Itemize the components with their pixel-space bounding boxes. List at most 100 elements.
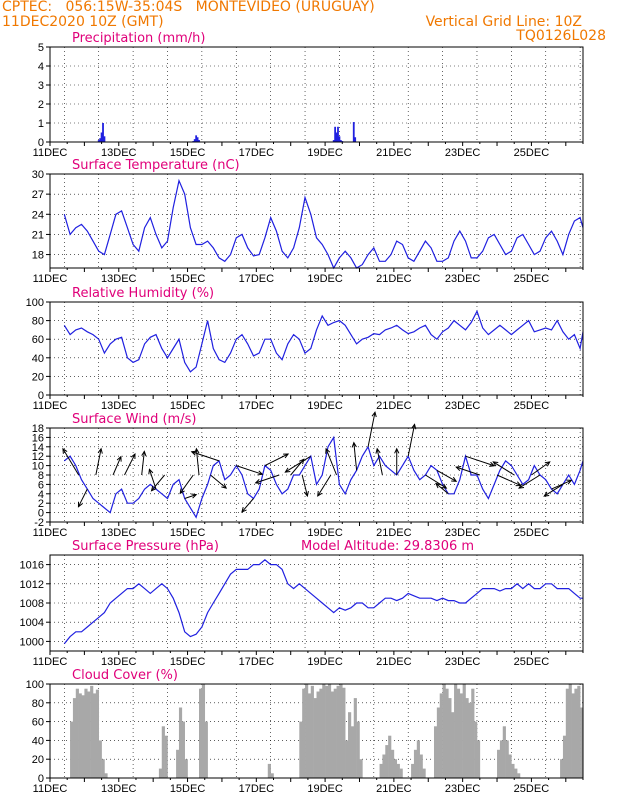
x-tick-label: 17DEC [239, 656, 275, 668]
y-tick-label: 27 [32, 189, 44, 201]
header-grid-line: Vertical Grid Line: 10Z [425, 14, 582, 30]
y-tick-label: 10 [32, 461, 44, 473]
y-tick-label: 4 [38, 61, 44, 73]
x-tick-label: 17DEC [239, 400, 275, 412]
cloud-bar [502, 726, 506, 778]
cloud-bar [436, 707, 441, 778]
panel-frame [49, 427, 584, 523]
wind-arrow [264, 453, 289, 467]
x-tick-label: 25DEC [514, 527, 550, 539]
precip-bar [335, 132, 338, 142]
x-tick-label: 23DEC [445, 273, 481, 285]
wind-arrow [148, 469, 157, 490]
wind-arrow [301, 474, 308, 497]
wind-arrow-head [179, 488, 185, 495]
x-tick-label: 25DEC [514, 147, 550, 159]
panel-title: Precipitation (mm/h) [72, 31, 205, 46]
cloud-bar [393, 759, 398, 778]
y-tick-label: 0 [38, 773, 44, 785]
cloud-bar [84, 688, 88, 778]
wind-arrow [151, 474, 166, 492]
y-tick-label: 100 [26, 679, 44, 691]
cloud-bar [448, 698, 452, 778]
panel-press: 1000 1004 1008 1012 1016 11DEC 13DEC 15DEC 17DEC… [20, 539, 584, 668]
wind-arrow [191, 451, 220, 462]
x-tick-label: 13DEC [101, 656, 137, 668]
wind-arrow-head [254, 479, 261, 484]
wind-arrow [518, 474, 541, 489]
cloud-bar [78, 693, 82, 778]
y-tick-label: 0 [38, 508, 44, 520]
cloud-bar [313, 698, 317, 778]
wind-arrow-head [566, 479, 573, 485]
x-tick-label: 17DEC [239, 783, 275, 795]
x-tick-label: 19DEC [307, 527, 343, 539]
wind-arrow [124, 453, 136, 476]
cloud-bar [270, 773, 274, 778]
panel-frame [49, 301, 584, 396]
x-tick-label: 21DEC [376, 656, 412, 668]
wind-arrow-head [116, 455, 122, 462]
y-tick-label: 21 [32, 229, 44, 241]
y-tick-label: 60 [32, 334, 44, 346]
precip-bar [354, 137, 357, 142]
y-tick-label: 5 [38, 42, 44, 54]
wind-arrow [425, 474, 447, 489]
precip-bar [337, 126, 339, 142]
wind-arrow-head [130, 453, 136, 460]
y-tick-label: 60 [32, 717, 44, 729]
wind-arrow [317, 474, 332, 497]
cloud-bar [468, 702, 472, 778]
wind-arrow [436, 469, 457, 482]
x-tick-label: 15DEC [170, 147, 206, 159]
wind-arrow-head [141, 450, 147, 457]
panel-temp: 18 21 24 27 30 11DEC 13DEC 15DEC 17DEC 19DEC 21DEC… [32, 158, 584, 285]
cloud-bar [356, 721, 360, 778]
wind-arrow-head [241, 506, 247, 513]
y-tick-label: 40 [32, 735, 44, 747]
y-tick-label: 16 [32, 432, 44, 444]
panel-frame [49, 554, 584, 652]
cloud-bar [339, 684, 343, 778]
precip-bar [193, 139, 196, 142]
cloud-bar [379, 763, 383, 778]
cloud-bar [199, 688, 203, 778]
wind-arrow [353, 442, 358, 471]
cloud-bar [302, 688, 306, 778]
y-tick-label: 18 [32, 423, 44, 435]
cloud-bar [476, 740, 481, 778]
panel-title: Cloud Cover (%) [72, 668, 178, 683]
panel-frame [49, 683, 584, 779]
wind-arrow [543, 483, 564, 497]
y-tick-label: 20 [32, 754, 44, 766]
wind-arrow [493, 461, 515, 476]
y-tick-label: 0 [38, 137, 44, 149]
precip-bar [195, 135, 198, 142]
wind-arrow-head [303, 490, 309, 498]
panel-title: Relative Humidity (%) [72, 286, 214, 301]
cloud-bar [310, 685, 314, 778]
wind-arrow [184, 494, 197, 499]
x-tick-label: 25DEC [514, 783, 550, 795]
cloud-bar [560, 759, 564, 778]
wind-arrow [62, 448, 80, 476]
y-tick-label: 20 [32, 371, 44, 383]
wind-arrow [367, 412, 376, 447]
y-tick-label: 14 [32, 442, 44, 454]
y-tick-label: 40 [32, 353, 44, 365]
y-tick-label: 1004 [20, 617, 44, 629]
x-tick-label: 13DEC [101, 783, 137, 795]
press-line [63, 559, 583, 645]
y-tick-label: 4 [38, 489, 44, 501]
cloud-bar [161, 726, 165, 778]
x-tick-label: 23DEC [445, 400, 481, 412]
temp-line [63, 178, 584, 270]
wind-arrow [255, 474, 280, 484]
cloud-bar [391, 749, 395, 778]
wind-arrow-head [283, 453, 290, 459]
precip-bar [198, 140, 200, 142]
panel-note: Model Altitude: 29.8306 m [301, 539, 474, 554]
cloud-bar [353, 698, 357, 778]
panel-frame [49, 46, 584, 143]
